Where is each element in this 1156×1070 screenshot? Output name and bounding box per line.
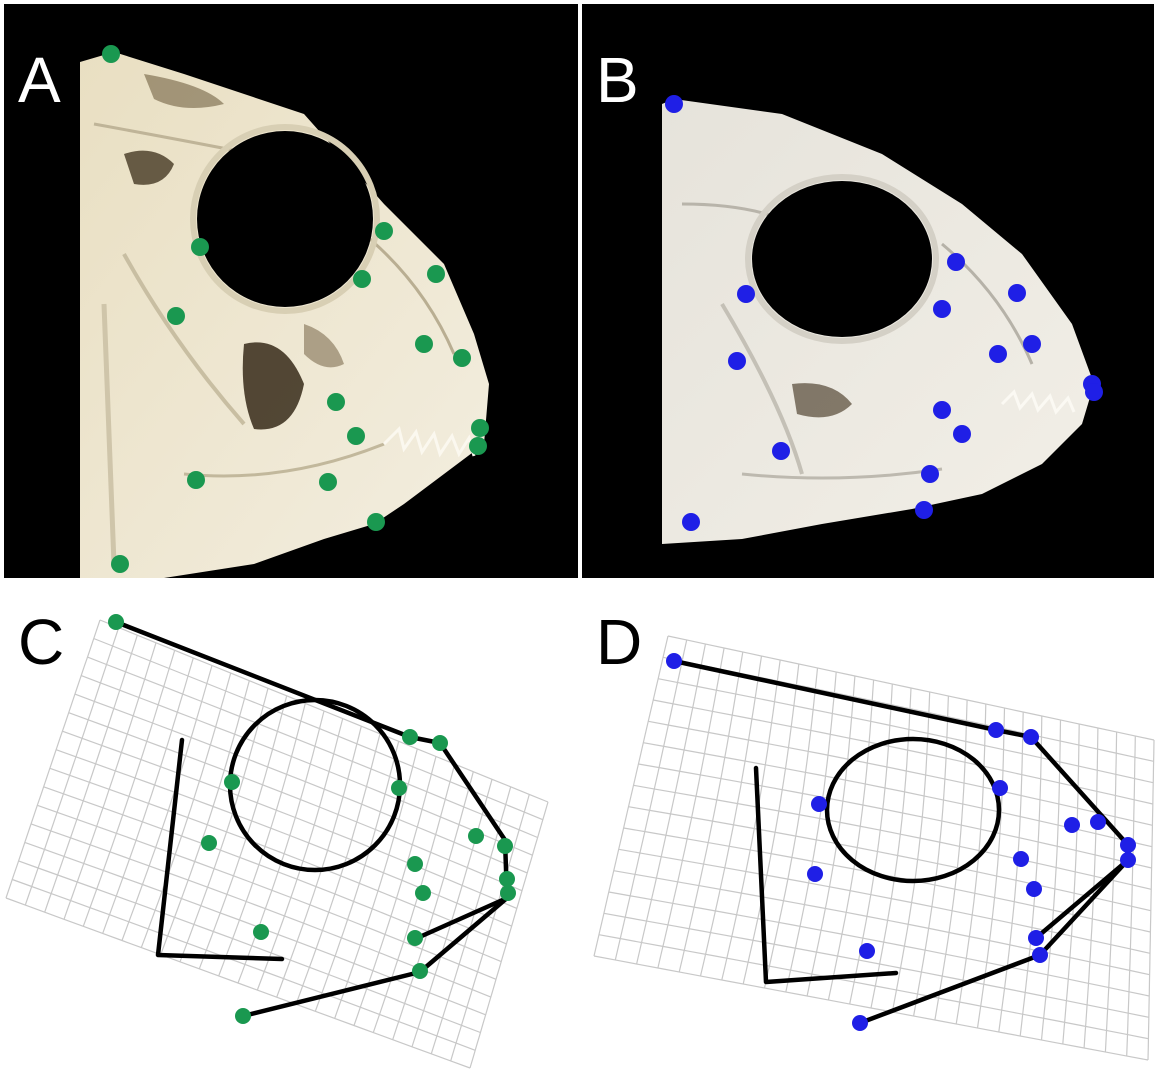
panel-label-b: B xyxy=(596,44,639,116)
orbit-hole xyxy=(197,131,373,307)
deformation-grid xyxy=(593,635,1155,1061)
grid-line xyxy=(648,720,1153,826)
grid-line xyxy=(1126,735,1136,1057)
grid-line xyxy=(638,763,1152,869)
panel-c-deformation-grid: C xyxy=(0,580,578,1070)
grid-line xyxy=(1062,723,1080,1045)
panel-d-diagram xyxy=(593,635,1155,1061)
grid-line xyxy=(37,804,497,980)
panel-label-c: C xyxy=(18,606,65,678)
grid-line xyxy=(678,651,744,973)
panel-a-specimen-photo: A xyxy=(4,4,578,578)
grid-line xyxy=(63,642,157,920)
grid-line xyxy=(667,635,1155,741)
grid-line xyxy=(608,891,1150,997)
grid-line xyxy=(1104,731,1118,1053)
grid-line xyxy=(657,647,725,969)
grid-line xyxy=(891,691,931,1013)
grid-line xyxy=(614,639,688,961)
grid-line xyxy=(598,934,1149,1040)
panel-label-a: A xyxy=(18,44,61,116)
panel-b-specimen-photo: B xyxy=(582,4,1154,578)
grid-line xyxy=(179,688,269,963)
grid-line xyxy=(636,643,706,965)
grid-line xyxy=(469,801,549,1069)
grid-line xyxy=(450,794,530,1062)
grid-line xyxy=(18,860,481,1034)
grid-line xyxy=(998,711,1024,1033)
grid-line xyxy=(49,767,507,945)
grid-line xyxy=(80,675,533,856)
grid-line xyxy=(1147,739,1155,1061)
grid-line xyxy=(699,655,763,977)
grid-line xyxy=(121,665,213,941)
grid-line xyxy=(334,748,418,1019)
grid-line xyxy=(913,695,949,1017)
grid-line xyxy=(870,687,912,1009)
orbit-hole xyxy=(752,181,932,337)
grid-line xyxy=(593,635,669,957)
panel-c-diagram xyxy=(5,614,549,1069)
grid-line xyxy=(5,897,471,1069)
grid-line xyxy=(955,703,987,1025)
grid-line xyxy=(160,680,250,955)
panel-b-image xyxy=(662,95,1103,544)
grid-line xyxy=(353,756,437,1026)
grid-line xyxy=(372,763,456,1033)
grid-line xyxy=(976,707,1006,1029)
grid-line xyxy=(657,678,1154,784)
landmarks-a xyxy=(102,45,489,573)
landmarks-d xyxy=(666,653,1136,1031)
grid-line xyxy=(102,657,194,934)
grid-line xyxy=(721,659,781,981)
grid-line xyxy=(1040,719,1062,1041)
grid-line xyxy=(633,784,1152,890)
grid-line xyxy=(55,749,512,927)
wireframe xyxy=(113,619,510,1019)
grid-line xyxy=(742,663,800,985)
grid-line xyxy=(785,671,837,993)
grid-line xyxy=(628,806,1151,912)
grid-line xyxy=(5,619,101,899)
grid-line xyxy=(87,656,538,839)
grid-line xyxy=(82,650,176,927)
skull-silhouette xyxy=(80,52,489,578)
grid-line xyxy=(1019,715,1043,1037)
grid-line xyxy=(411,779,493,1047)
landmarks-b xyxy=(665,95,1103,531)
landmarks-c xyxy=(108,614,516,1024)
panel-label-d: D xyxy=(596,606,643,678)
grid-line xyxy=(763,667,819,989)
grid-line xyxy=(12,878,476,1051)
grid-line xyxy=(140,672,232,948)
grid-line xyxy=(198,695,288,970)
grid-line xyxy=(314,741,400,1012)
grid-line xyxy=(256,718,344,991)
panel-d-deformation-grid: D xyxy=(578,580,1156,1070)
grid-line xyxy=(392,771,474,1040)
panel-a-image xyxy=(80,45,489,578)
grid-line xyxy=(24,627,120,906)
grid-line xyxy=(74,693,528,874)
grid-line xyxy=(618,848,1151,954)
grid-line xyxy=(806,675,856,997)
grid-line xyxy=(603,912,1149,1018)
grid-line xyxy=(613,870,1150,976)
grid-line xyxy=(99,619,549,803)
grid-line xyxy=(276,726,362,998)
grid-line xyxy=(827,679,875,1001)
grid-line xyxy=(68,712,523,892)
grid-line xyxy=(44,635,138,913)
grid-line xyxy=(593,955,1149,1061)
grid-line xyxy=(218,703,306,977)
grid-line xyxy=(62,730,518,909)
